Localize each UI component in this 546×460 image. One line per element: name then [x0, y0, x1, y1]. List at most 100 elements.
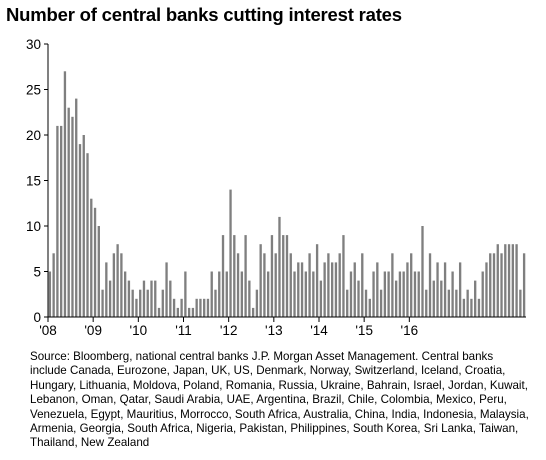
bar — [304, 271, 307, 317]
bar — [225, 271, 228, 317]
bar — [492, 253, 496, 317]
bar — [504, 244, 507, 317]
bar — [285, 235, 289, 317]
bar — [496, 244, 499, 317]
bar — [458, 262, 462, 317]
bar — [176, 307, 180, 317]
bar — [315, 244, 319, 317]
x-axis: '08 '09 '10 '11 '12 '13 '14 '15 '16 — [39, 316, 526, 338]
bar — [165, 262, 168, 317]
bar — [146, 289, 149, 317]
bar — [195, 298, 198, 317]
bar — [236, 253, 240, 317]
x-tick-label: '13 — [265, 323, 283, 338]
bar — [184, 271, 187, 317]
bar — [462, 298, 466, 317]
bar — [361, 253, 364, 317]
x-tick-label: '10 — [130, 323, 148, 338]
bar — [218, 271, 221, 317]
bar — [210, 271, 213, 317]
bar — [323, 262, 326, 317]
bar — [440, 280, 443, 317]
source-note: Source: Bloomberg, national central bank… — [30, 350, 529, 450]
x-tick-label: '08 — [39, 323, 57, 338]
bar — [199, 298, 202, 317]
bar — [334, 262, 338, 317]
bar — [48, 271, 52, 317]
bar — [489, 253, 492, 317]
bar — [500, 253, 503, 317]
bar — [289, 253, 292, 317]
bar — [413, 271, 417, 317]
bar — [515, 244, 518, 317]
bar — [71, 116, 74, 317]
bar — [293, 271, 296, 317]
bar — [157, 307, 161, 317]
bar — [112, 253, 116, 317]
bar — [312, 271, 315, 317]
bar — [248, 280, 251, 317]
bar — [300, 262, 304, 317]
bar — [368, 298, 371, 317]
bar — [108, 280, 112, 317]
bar — [349, 271, 353, 317]
bar — [101, 289, 104, 317]
bar — [278, 216, 281, 317]
bar — [270, 235, 274, 317]
bar — [187, 307, 191, 317]
bar — [519, 289, 522, 317]
bar — [447, 289, 451, 317]
bar — [135, 298, 138, 317]
bar — [477, 298, 481, 317]
bar — [154, 280, 157, 317]
bar — [474, 280, 477, 317]
bar — [221, 235, 225, 317]
bar — [346, 289, 349, 317]
bar — [417, 271, 420, 317]
bar — [240, 271, 243, 317]
bar — [364, 289, 368, 317]
bar — [142, 280, 146, 317]
bar — [82, 135, 85, 317]
bar — [398, 271, 402, 317]
bar — [436, 262, 439, 317]
bar — [233, 235, 236, 317]
bar — [481, 271, 484, 317]
bar — [214, 289, 217, 317]
x-tick-label: '12 — [220, 323, 238, 338]
bars-group — [48, 71, 526, 318]
bar — [282, 235, 285, 317]
x-tick-label: '14 — [310, 323, 328, 338]
bar — [410, 253, 413, 317]
bar — [191, 307, 195, 317]
bar — [387, 271, 390, 317]
bar — [297, 262, 300, 317]
x-tick-label: '11 — [175, 323, 192, 338]
y-tick-label: 20 — [26, 128, 41, 143]
bar — [394, 280, 398, 317]
bar — [172, 298, 176, 317]
y-tick-label: 0 — [33, 310, 41, 325]
bar — [372, 271, 375, 317]
bar — [402, 271, 405, 317]
bar — [421, 226, 424, 317]
bar — [259, 244, 262, 317]
bar — [485, 262, 488, 317]
y-tick-label: 25 — [26, 83, 41, 98]
bar — [116, 244, 119, 317]
bar — [308, 253, 311, 317]
x-tick-label: '09 — [84, 323, 102, 338]
bar — [379, 289, 383, 317]
bar — [466, 289, 469, 317]
bar — [522, 253, 526, 317]
bar — [105, 262, 108, 317]
chart-title: Number of central banks cutting interest… — [6, 4, 402, 25]
bar — [169, 280, 172, 317]
bar — [391, 253, 394, 317]
bar — [425, 289, 428, 317]
y-tick-label: 10 — [26, 219, 41, 234]
bar — [331, 262, 334, 317]
x-tick-label: '16 — [401, 323, 419, 338]
bar — [511, 244, 514, 317]
bar — [60, 125, 63, 318]
